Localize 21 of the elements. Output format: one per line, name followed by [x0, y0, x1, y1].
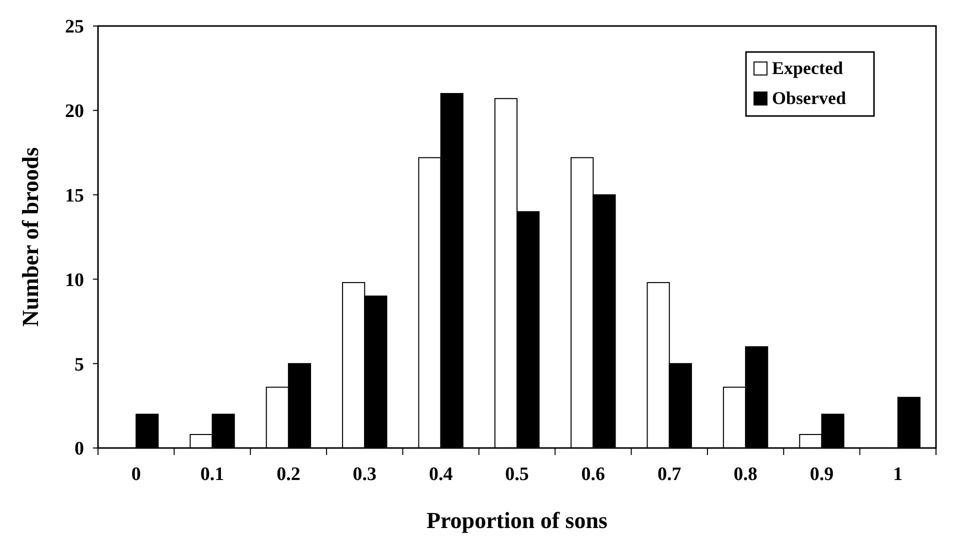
- x-tick-label: 1: [893, 464, 903, 485]
- x-tick-label: 0.3: [352, 464, 377, 485]
- y-tick-label: 25: [65, 16, 84, 38]
- legend-label: Observed: [772, 88, 846, 108]
- x-axis-title: Proportion of sons: [426, 508, 608, 533]
- y-tick-label: 15: [65, 185, 84, 206]
- x-tick-label: 0.2: [276, 464, 300, 485]
- x-tick-label: 0.5: [505, 464, 529, 485]
- x-tick-label: 0.6: [581, 464, 606, 485]
- y-tick-label: 20: [65, 101, 84, 122]
- x-tick-label: 0.9: [810, 464, 834, 485]
- y-tick-label: 10: [65, 270, 84, 291]
- x-tick-label: 0.1: [200, 464, 224, 485]
- x-tick-label: 0.4: [428, 464, 454, 485]
- x-tick-label: 0: [131, 464, 141, 485]
- y-tick-label: 0: [74, 438, 84, 460]
- x-tick-label: 0.7: [657, 464, 682, 485]
- y-tick-label: 5: [74, 354, 84, 376]
- legend-label: Expected: [772, 58, 843, 78]
- x-tick-label: 0.8: [734, 464, 758, 485]
- y-axis-title: Number of broods: [18, 147, 43, 327]
